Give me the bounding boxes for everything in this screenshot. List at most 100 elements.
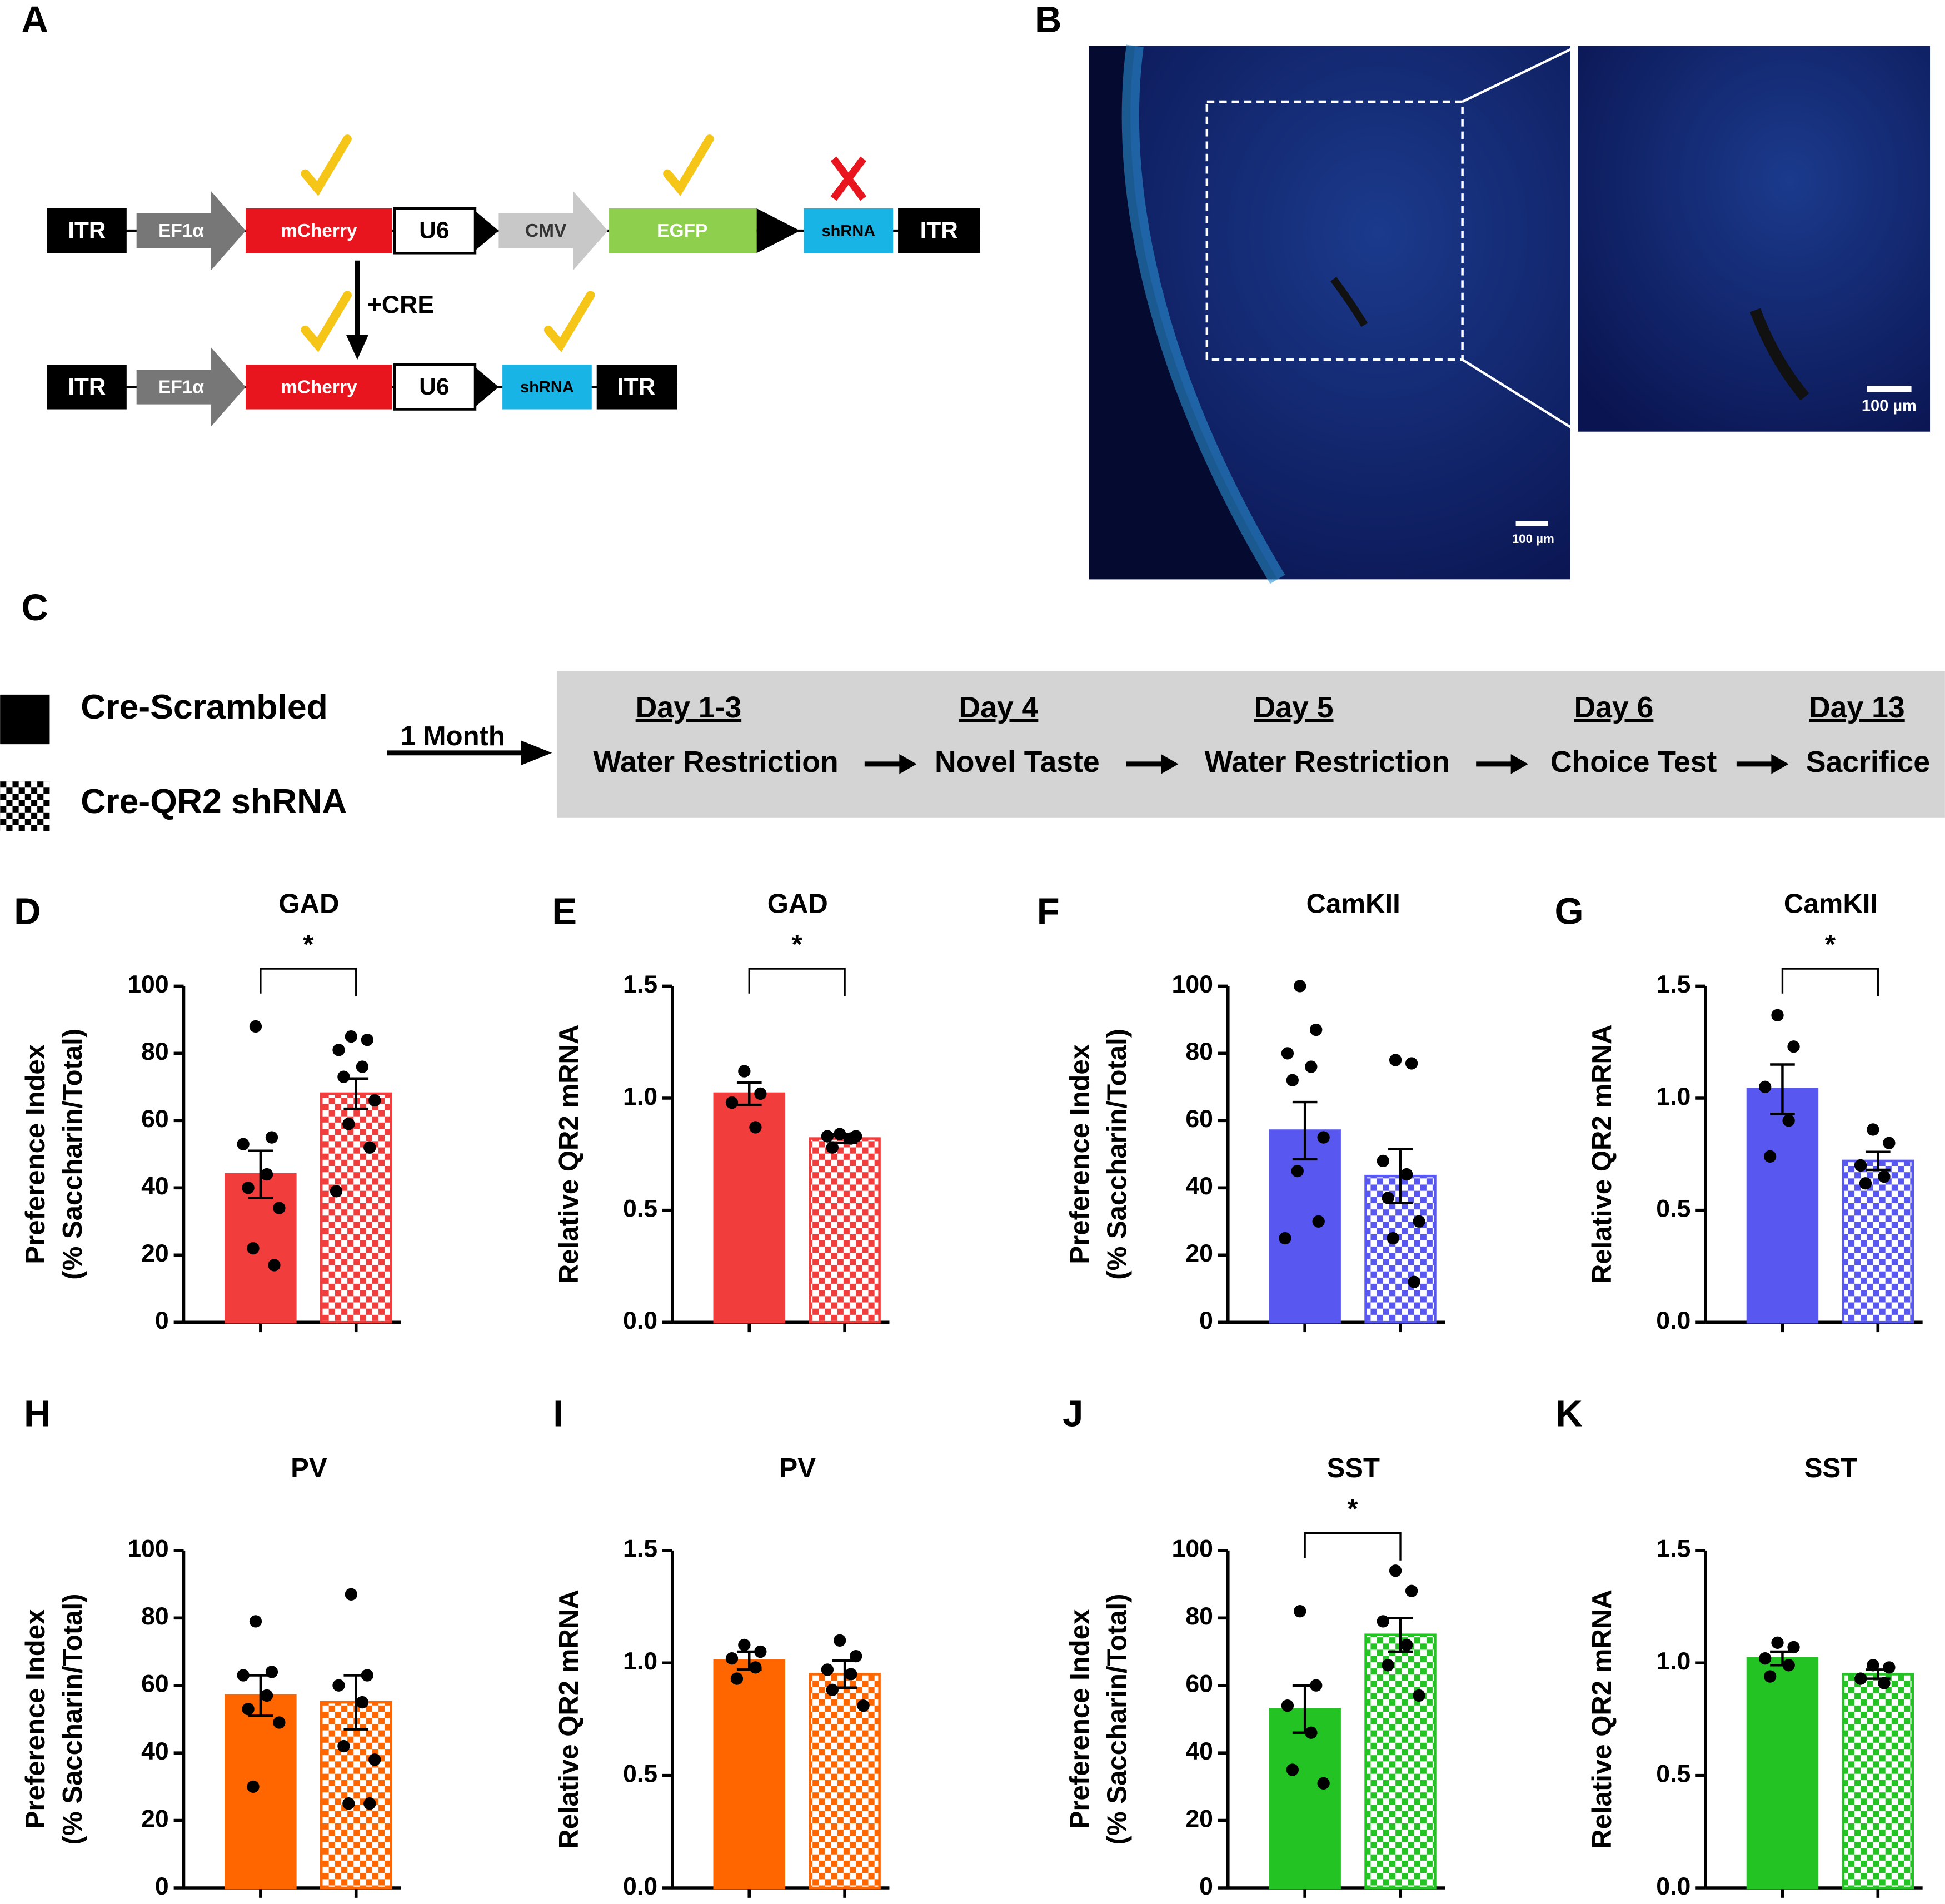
data-point [1405,1057,1418,1070]
y-tick-label: 80 [1185,1038,1213,1065]
data-point [1305,1060,1318,1073]
data-point [834,1634,846,1647]
data-point [249,1615,262,1628]
error-bar [1388,1617,1413,1653]
data-point [332,1044,345,1056]
data-point [1400,1168,1413,1181]
y-tick-label: 0.0 [623,1307,657,1334]
data-point [1317,1777,1330,1790]
data-point [345,1588,357,1601]
data-point [754,1087,767,1100]
element-label: ITR [920,217,958,243]
data-point [1759,1652,1772,1665]
scale-bar-label: 100 µm [1512,532,1554,546]
data-point [1787,1641,1800,1654]
y-axis-label: Preference Index [1065,1609,1095,1830]
data-point [332,1679,345,1692]
y-tick-label: 100 [127,1536,168,1563]
data-point [1387,1232,1399,1245]
data-point [1286,1763,1299,1776]
data-point [260,1168,273,1181]
y-tick-label: 20 [1185,1240,1213,1267]
data-point [1878,1677,1891,1689]
y-tick-label: 1.5 [1656,971,1690,998]
data-point [337,1070,350,1083]
y-tick-label: 1.5 [623,971,657,998]
data-point [1291,1164,1304,1178]
delay-label: 1 Month [401,721,505,751]
data-point [845,1668,857,1681]
element-label: shRNA [520,378,574,396]
y-tick-label: 40 [141,1738,169,1765]
data-point [749,1661,762,1674]
data-point [1771,1636,1784,1649]
y-tick-label: 20 [141,1805,169,1832]
data-point [247,1242,260,1255]
error-bar [1292,1100,1318,1161]
data-point [342,1118,355,1130]
bar [1269,1129,1341,1324]
data-point [1787,1040,1800,1053]
step-day: Day 6 [1574,691,1653,724]
data-point [1763,1670,1777,1683]
significance-bracket [1781,968,1879,996]
data-point [356,1060,369,1073]
panel-label: I [553,1393,563,1435]
step-label: Choice Test [1550,746,1717,779]
data-point [1782,1114,1795,1127]
chart-title: PV [291,1453,327,1483]
data-point [1883,1137,1896,1149]
data-point [1867,1659,1879,1672]
data-point [273,1716,286,1729]
y-axis-label: (% Saccharin/Total) [58,1593,88,1845]
y-tick-label: 40 [1185,1173,1213,1200]
data-point [1389,1054,1402,1066]
data-point [1281,1047,1294,1060]
data-point [363,1141,376,1154]
data-point [1782,1659,1795,1672]
data-point [345,1030,357,1043]
data-point [1408,1275,1420,1288]
data-point [1317,1131,1330,1144]
y-axis-label: Relative QR2 mRNA [1587,1025,1617,1284]
step-day: Day 1-3 [636,691,742,724]
data-point [1389,1564,1402,1577]
construct-diagram: ITR EF1α mCherry U6 CMV EGFP shRNA ITR +… [47,134,980,427]
data-point [330,1185,343,1198]
y-tick-label: 80 [1185,1603,1213,1630]
bar-chart: GAD Preference Index (% Saccharin/Total) 0 2… [21,889,401,1334]
step-day: Day 4 [959,691,1038,724]
bar-chart: GAD Relative QR2 mRNA 0.0 0.5 1.0 1.5 * [554,889,890,1334]
data-point [845,1132,857,1145]
y-tick-label: 100 [1172,1536,1213,1563]
data-point [1867,1123,1879,1136]
data-point [749,1121,762,1134]
data-point [1312,1215,1325,1228]
y-axis-label: Relative QR2 mRNA [554,1025,584,1284]
y-tick-label: 0 [1199,1873,1213,1900]
y-axis-label: (% Saccharin/Total) [1102,1593,1132,1845]
data-point [1294,1605,1306,1618]
y-tick-label: 1.0 [1656,1083,1690,1110]
error-bar [1388,1148,1413,1204]
panel-label: J [1063,1393,1083,1435]
bar-chart: CamKII Relative QR2 mRNA 0.0 0.5 1.0 1.5 * [1587,889,1923,1334]
micrograph: 100 µm 100 µm [1089,44,1931,584]
significance-bracket [260,968,357,996]
panel-label: G [1555,891,1584,933]
y-tick-label: 0.0 [623,1873,657,1900]
data-point [1382,1192,1394,1204]
y-tick-label: 100 [127,971,168,998]
bar [713,1659,785,1890]
data-point [725,1652,739,1665]
legend-label: Cre-QR2 shRNA [81,782,347,821]
bar [1364,1633,1437,1890]
bar [1842,1159,1914,1324]
y-tick-label: 20 [1185,1805,1213,1832]
data-point [1281,1699,1294,1712]
data-point [1400,1638,1413,1652]
data-point [242,1182,255,1194]
data-point [1854,1159,1867,1172]
data-point [260,1689,273,1702]
